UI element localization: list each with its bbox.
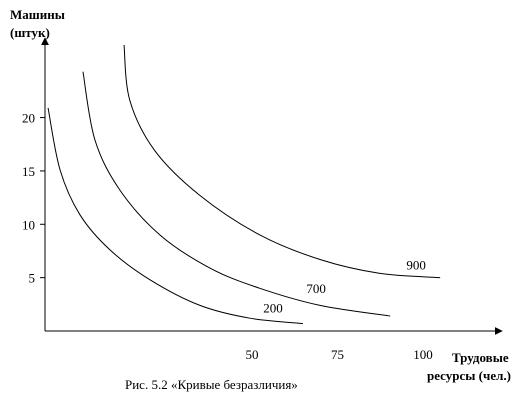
y-tick-label: 20 xyxy=(22,111,35,126)
y-axis-label: Машины xyxy=(10,7,65,22)
curve xyxy=(82,71,391,317)
x-axis-label: ресурсы (чел.) xyxy=(427,368,511,383)
x-tick-label: 100 xyxy=(413,347,433,362)
x-tick-label: 50 xyxy=(245,347,258,362)
y-axis-label: (штук) xyxy=(10,25,50,40)
x-axis-label: Трудовые xyxy=(452,350,509,365)
curve xyxy=(47,107,303,325)
y-tick-label: 5 xyxy=(29,271,36,286)
caption: Рис. 5.2 «Кривые безразличия» xyxy=(125,377,298,392)
curve-label: 900 xyxy=(406,258,426,273)
curve-label: 200 xyxy=(263,301,283,316)
y-tick-label: 10 xyxy=(22,217,35,232)
y-tick-label: 15 xyxy=(22,164,35,179)
curve xyxy=(123,44,441,279)
curve-label: 700 xyxy=(306,281,326,296)
x-tick-label: 75 xyxy=(331,347,344,362)
